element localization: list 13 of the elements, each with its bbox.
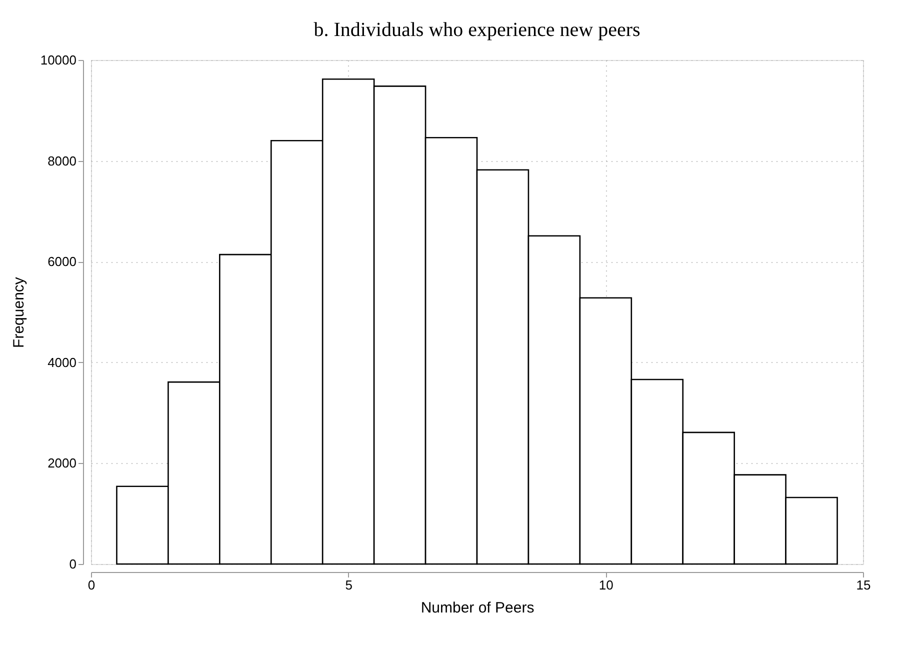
y-tick-label: 0 <box>69 556 76 572</box>
y-tick-label: 6000 <box>48 254 76 270</box>
x-axis-title: Number of Peers <box>420 600 534 616</box>
x-tick-label: 10 <box>598 578 614 592</box>
x-tick-label: 15 <box>856 578 871 592</box>
y-tick-label: 10000 <box>40 52 76 68</box>
y-tick-label: 8000 <box>48 153 76 168</box>
chart-title: b. Individuals who experience new peers <box>314 19 640 41</box>
x-tick-label: 0 <box>88 578 96 592</box>
y-tick-label: 2000 <box>48 456 76 471</box>
y-tick-label: 4000 <box>48 354 76 370</box>
x-tick-label: 5 <box>345 578 352 592</box>
y-axis-title: Frequency <box>10 276 28 348</box>
